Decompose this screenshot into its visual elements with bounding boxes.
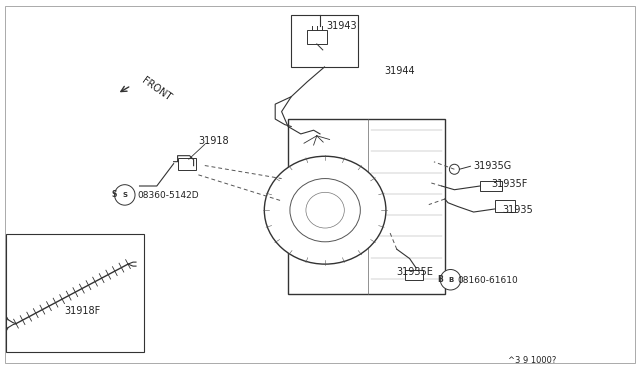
Text: ^3 9 1000?: ^3 9 1000?	[508, 356, 557, 365]
Text: 08160-61610: 08160-61610	[458, 276, 518, 285]
Text: B: B	[437, 275, 443, 284]
Text: B: B	[448, 277, 453, 283]
Bar	[288, 119, 445, 294]
Text: 08360-5142D: 08360-5142D	[138, 191, 199, 200]
Text: 31918F: 31918F	[64, 306, 100, 315]
Bar	[178, 158, 196, 170]
Circle shape	[115, 185, 135, 205]
Text: 31944: 31944	[384, 66, 415, 76]
Text: 31935G: 31935G	[474, 161, 512, 170]
Bar	[480, 181, 502, 191]
Text: 31935E: 31935E	[397, 267, 434, 276]
Bar	[6, 234, 144, 352]
Bar	[307, 30, 327, 44]
Bar	[495, 200, 515, 212]
Ellipse shape	[264, 156, 386, 264]
Circle shape	[440, 269, 461, 290]
Text: S: S	[122, 192, 127, 198]
Text: 31935F: 31935F	[492, 179, 528, 189]
Bar	[291, 15, 358, 67]
Text: 31935: 31935	[502, 205, 533, 215]
Bar	[405, 270, 423, 280]
Text: 31943: 31943	[326, 21, 357, 31]
Text: FRONT: FRONT	[140, 76, 173, 103]
Text: 31918: 31918	[198, 137, 229, 146]
Text: S: S	[111, 190, 116, 199]
